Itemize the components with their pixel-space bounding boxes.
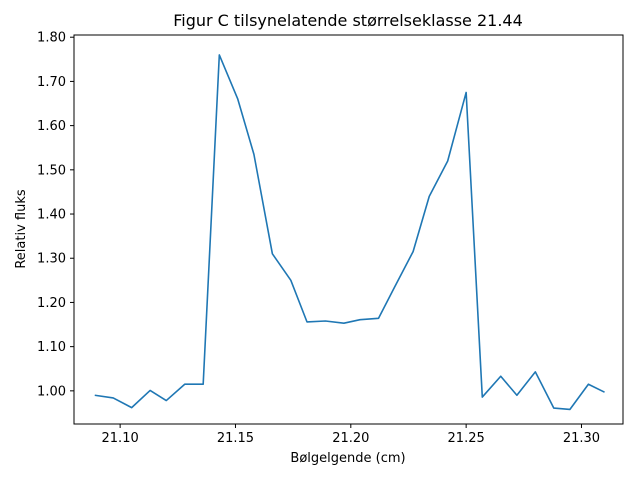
series-layer [94,54,605,411]
y-tick-label: 1.00 [37,384,66,399]
y-tick-label: 1.30 [37,252,66,267]
y-tick-label: 1.50 [37,163,66,178]
x-tick-label: 21.25 [448,431,485,446]
y-tick-label: 1.10 [37,340,66,355]
y-tick-label: 1.20 [37,296,66,311]
x-tick-label: 21.30 [563,431,600,446]
x-tick-label: 21.20 [332,431,369,446]
y-axis-ticks: 1.00 1.10 1.20 1.30 1.40 1.50 1.60 1.70 1.80 [37,31,74,399]
y-tick-label: 1.70 [37,75,66,90]
y-tick-label: 1.40 [37,208,66,223]
x-axis-ticks: 21.10 21.15 21.20 21.25 21.30 [102,424,600,446]
series-line [94,54,605,411]
y-tick-label: 1.80 [37,31,66,46]
x-tick-label: 21.10 [102,431,139,446]
x-tick-label: 21.15 [217,431,254,446]
plot-frame [73,34,624,425]
x-axis-label: Bølgelgende (cm) [290,451,405,466]
chart-title: Figur C tilsynelatende størrelseklasse 2… [173,11,523,30]
y-axis-label: Relativ fluks [14,189,29,269]
y-tick-label: 1.60 [37,119,66,134]
